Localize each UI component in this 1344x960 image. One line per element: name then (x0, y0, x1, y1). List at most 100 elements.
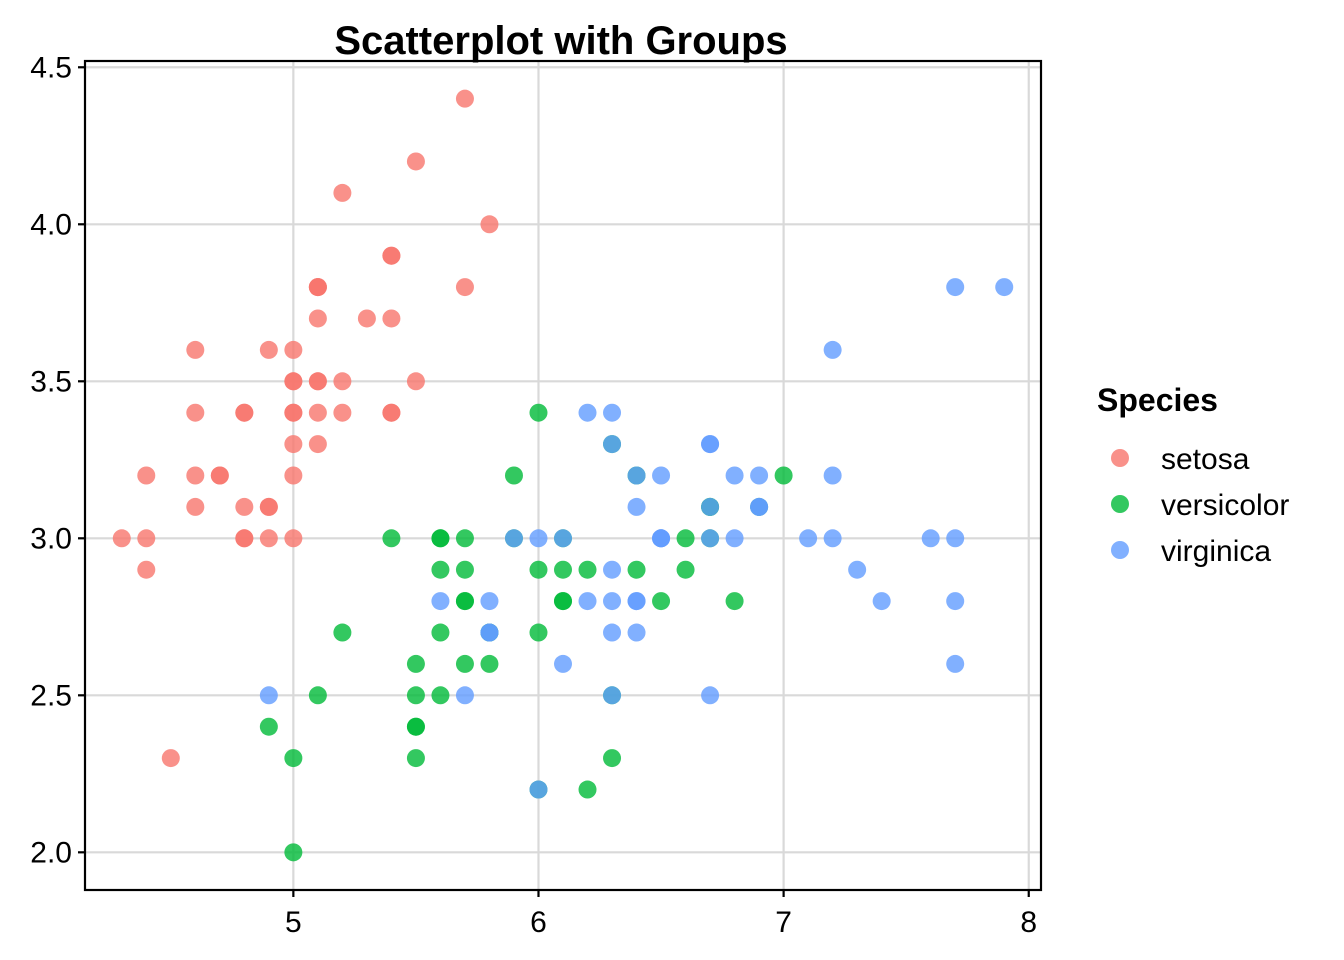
point-setosa (210, 466, 229, 485)
point-virginica (504, 529, 523, 548)
point-virginica (701, 686, 720, 705)
point-versicolor (455, 560, 474, 579)
point-setosa (259, 497, 278, 516)
point-versicolor (529, 623, 548, 642)
point-virginica (725, 529, 744, 548)
point-virginica (946, 278, 965, 297)
point-setosa (186, 466, 205, 485)
point-versicolor (725, 592, 744, 611)
point-virginica (603, 686, 622, 705)
point-setosa (137, 466, 156, 485)
point-setosa (235, 529, 254, 548)
point-setosa (308, 435, 327, 454)
point-setosa (284, 340, 303, 359)
chart-title: Scatterplot with Groups (334, 19, 787, 63)
point-virginica (946, 654, 965, 673)
point-versicolor (652, 592, 671, 611)
point-versicolor (406, 717, 425, 736)
point-setosa (406, 152, 425, 171)
point-versicolor (676, 529, 695, 548)
point-virginica (750, 466, 769, 485)
point-virginica (554, 654, 572, 673)
point-versicolor (406, 749, 425, 768)
point-versicolor (578, 560, 597, 579)
point-setosa (186, 497, 205, 516)
x-tick-label: 8 (1020, 906, 1037, 939)
point-virginica (259, 686, 278, 705)
point-virginica (627, 497, 646, 516)
point-setosa (382, 246, 401, 265)
point-virginica (872, 592, 891, 611)
y-tick-label: 4.5 (30, 51, 72, 84)
point-versicolor (455, 529, 474, 548)
point-versicolor (578, 780, 597, 799)
point-versicolor (529, 560, 548, 579)
point-virginica (848, 560, 867, 579)
point-virginica (823, 529, 842, 548)
point-setosa (308, 278, 327, 297)
point-setosa (333, 183, 352, 202)
point-versicolor (676, 560, 695, 579)
point-versicolor (284, 749, 303, 768)
legend-key-versicolor (1111, 495, 1129, 513)
point-virginica (725, 466, 744, 485)
point-virginica (823, 466, 842, 485)
legend-key-setosa (1111, 449, 1129, 467)
legend-label-setosa: setosa (1161, 443, 1250, 476)
point-versicolor (480, 654, 499, 673)
point-virginica (921, 529, 940, 548)
point-setosa (284, 435, 303, 454)
point-virginica (603, 403, 622, 422)
point-virginica (431, 592, 450, 611)
point-virginica (480, 623, 499, 642)
point-versicolor (627, 560, 646, 579)
point-virginica (529, 529, 548, 548)
legend: Species setosa versicolor virginica (1097, 382, 1289, 568)
point-setosa (284, 403, 303, 422)
point-versicolor (529, 403, 548, 422)
data-points (112, 89, 1014, 862)
point-versicolor (431, 529, 450, 548)
legend-label-versicolor: versicolor (1161, 489, 1289, 522)
x-tick-label: 6 (530, 906, 547, 939)
legend-label-virginica: virginica (1161, 535, 1271, 568)
panel-border (83, 59, 1043, 892)
point-virginica (946, 592, 965, 611)
point-virginica (750, 497, 769, 516)
point-setosa (284, 529, 303, 548)
point-setosa (382, 309, 401, 328)
point-virginica (652, 466, 671, 485)
point-versicolor (308, 686, 327, 705)
point-setosa (235, 403, 254, 422)
x-tick-label: 7 (775, 906, 792, 939)
point-setosa (333, 403, 352, 422)
y-tick-label: 4.0 (30, 208, 72, 241)
point-virginica (701, 435, 720, 454)
point-setosa (259, 529, 278, 548)
point-setosa (186, 340, 205, 359)
point-setosa (333, 372, 352, 391)
point-virginica (480, 592, 499, 611)
point-versicolor (603, 749, 622, 768)
point-versicolor (284, 843, 303, 862)
point-virginica (995, 278, 1014, 297)
y-tick-label: 2.0 (30, 836, 72, 869)
point-setosa (259, 340, 278, 359)
point-virginica (603, 560, 622, 579)
legend-key-virginica (1111, 541, 1129, 559)
point-setosa (308, 309, 327, 328)
point-virginica (603, 435, 622, 454)
point-versicolor (455, 654, 474, 673)
point-versicolor (554, 592, 572, 611)
point-virginica (799, 529, 818, 548)
point-versicolor (455, 592, 474, 611)
point-virginica (946, 529, 965, 548)
point-virginica (603, 592, 622, 611)
y-tick-label: 3.0 (30, 522, 72, 555)
point-virginica (823, 340, 842, 359)
point-versicolor (554, 560, 572, 579)
point-versicolor (333, 623, 352, 642)
point-virginica (627, 466, 646, 485)
point-virginica (652, 529, 671, 548)
